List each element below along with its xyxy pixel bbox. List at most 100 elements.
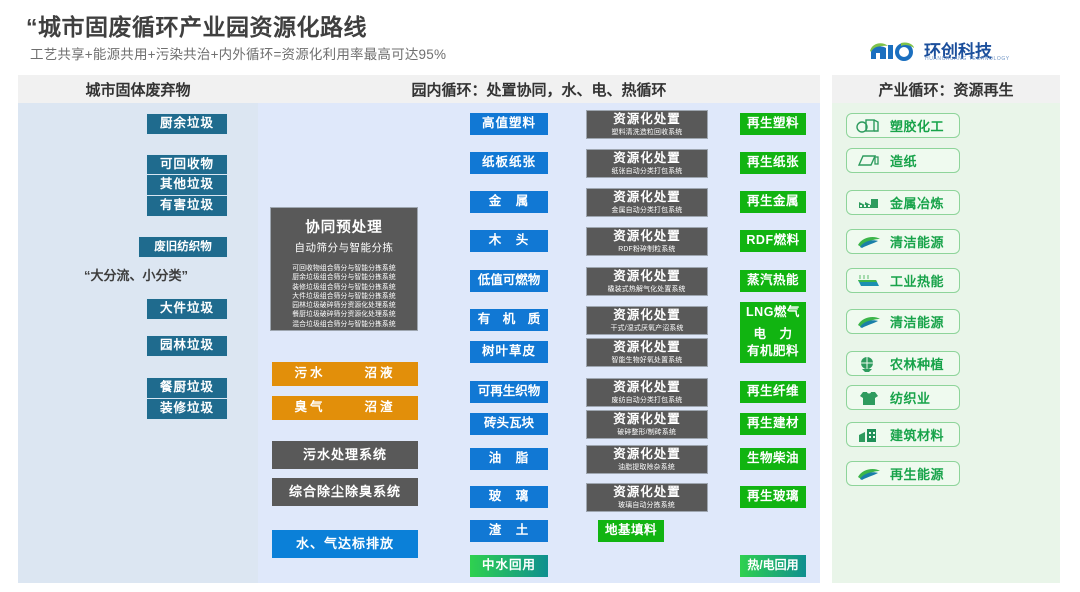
process-subtitle: 玻璃自动分拣系统	[618, 500, 676, 509]
panel-title-left: 城市固体废弃物	[18, 75, 258, 103]
process-subtitle: 废纺自动分类打包系统	[611, 395, 683, 404]
waste-input-3[interactable]: 有害垃圾	[146, 195, 228, 217]
industry-item-1[interactable]: 造纸	[846, 148, 960, 173]
company-logo: 环创科技 HUANCHUANG TECHNOLOGY	[868, 37, 1013, 67]
industry-item-0[interactable]: 塑胶化工	[846, 113, 960, 138]
panel-title-center: 园内循环：处置协同，水、电、热循环	[258, 75, 820, 103]
material-8[interactable]: 砖头瓦块	[470, 413, 548, 435]
product-0[interactable]: 再生塑料	[740, 113, 806, 135]
material-1[interactable]: 纸板纸张	[470, 152, 548, 174]
waste-input-5[interactable]: 大件垃圾	[146, 298, 228, 320]
process-6[interactable]: 资源化处置 智能生物好氧处置系统	[586, 338, 708, 367]
product-8[interactable]: 再生建材	[740, 413, 806, 435]
material-label: 有 机 质	[477, 312, 541, 327]
byproduct-biogas-residue[interactable]: 沼渣	[342, 396, 418, 420]
waste-input-label: 有害垃圾	[159, 198, 214, 213]
waste-input-label: 其他垃圾	[159, 177, 214, 192]
product-11[interactable]: 地基填料	[598, 520, 664, 542]
industry-item-9[interactable]: 再生能源	[846, 461, 960, 486]
material-7[interactable]: 可再生织物	[470, 381, 548, 403]
product-9[interactable]: 生物柴油	[740, 448, 806, 470]
industry-item-2[interactable]: 金属冶炼	[846, 190, 960, 215]
material-label: 砖头瓦块	[483, 416, 534, 431]
process-subtitle: 干式/湿式厌氧产沼系统	[610, 323, 684, 332]
industry-item-3[interactable]: 清洁能源	[846, 229, 960, 254]
clean-energy-icon	[858, 316, 880, 328]
byproduct-wastewater[interactable]: 污水	[272, 362, 348, 386]
process-4[interactable]: 资源化处置 橇装式热解气化处置系统	[586, 267, 708, 296]
material-0[interactable]: 高值塑料	[470, 113, 548, 135]
material-4[interactable]: 低值可燃物	[470, 270, 548, 292]
logo-company-name-en: HUANCHUANG TECHNOLOGY	[925, 56, 1010, 62]
process-7[interactable]: 资源化处置 废纺自动分类打包系统	[586, 378, 708, 407]
waste-input-label: 园林垃圾	[159, 338, 214, 353]
product-5b[interactable]: 电 力	[740, 324, 806, 346]
industry-item-5[interactable]: 清洁能源	[846, 309, 960, 334]
heat-power-reuse-box[interactable]: 热/电回用	[740, 555, 806, 577]
waste-input-8[interactable]: 装修垃圾	[146, 398, 228, 420]
process-0[interactable]: 资源化处置 塑料清洗造粒回收系统	[586, 110, 708, 139]
material-label: 低值可燃物	[477, 273, 541, 288]
process-title: 资源化处置	[613, 112, 681, 127]
product-7[interactable]: 再生纤维	[740, 381, 806, 403]
material-6[interactable]: 树叶草皮	[470, 341, 548, 363]
material-3[interactable]: 木 头	[470, 230, 548, 252]
byproduct-odor[interactable]: 臭气	[272, 396, 348, 420]
renewable-energy-icon	[858, 468, 880, 480]
product-4[interactable]: 蒸汽热能	[740, 270, 806, 292]
waste-input-4[interactable]: 废旧纺织物	[138, 236, 228, 258]
product-6[interactable]: 有机肥料	[740, 341, 806, 363]
utility-wastewater-system[interactable]: 污水处理系统	[272, 441, 418, 469]
industry-item-7[interactable]: 纺织业	[846, 385, 960, 410]
process-9[interactable]: 资源化处置 油脂提取除杂系统	[586, 445, 708, 474]
pretreatment-box[interactable]: 协同预处理 自动筛分与智能分拣 可回收物组合筛分与智能分拣系统 厨余垃圾组合筛分…	[270, 207, 418, 331]
byproduct-label: 沼液	[364, 366, 396, 381]
process-5[interactable]: 资源化处置 干式/湿式厌氧产沼系统	[586, 306, 708, 335]
industry-item-8[interactable]: 建筑材料	[846, 422, 960, 447]
product-3[interactable]: RDF燃料	[740, 230, 806, 252]
process-3[interactable]: 资源化处置 RDF粉碎制粒系统	[586, 227, 708, 256]
process-8[interactable]: 资源化处置 破碎整形/制砖系统	[586, 410, 708, 439]
material-2[interactable]: 金 属	[470, 191, 548, 213]
material-label: 纸板纸张	[481, 155, 536, 170]
process-10[interactable]: 资源化处置 玻璃自动分拣系统	[586, 483, 708, 512]
waste-input-0[interactable]: 厨余垃圾	[146, 113, 228, 135]
utility-dust-odor-system[interactable]: 综合除尘除臭系统	[272, 478, 418, 506]
product-1[interactable]: 再生纸张	[740, 152, 806, 174]
process-title: 资源化处置	[613, 485, 681, 500]
plastics-icon	[856, 118, 879, 133]
industry-label: 纺织业	[890, 391, 931, 406]
process-2[interactable]: 资源化处置 金属自动分类打包系统	[586, 188, 708, 217]
material-5[interactable]: 有 机 质	[470, 309, 548, 331]
building-icon	[859, 428, 876, 442]
process-1[interactable]: 资源化处置 纸张自动分类打包系统	[586, 149, 708, 178]
material-label: 可再生织物	[477, 384, 541, 399]
material-11[interactable]: 渣 土	[470, 520, 548, 542]
industry-item-6[interactable]: 农林种植	[846, 351, 960, 376]
product-label: 有机肥料	[746, 344, 799, 359]
product-2[interactable]: 再生金属	[740, 191, 806, 213]
waste-input-6[interactable]: 园林垃圾	[146, 335, 228, 357]
material-label: 金 属	[488, 194, 530, 209]
water-reuse-label: 中水回用	[481, 558, 536, 573]
material-label: 渣 土	[488, 523, 530, 538]
byproduct-biogas-slurry[interactable]: 沼液	[342, 362, 418, 386]
industry-label: 再生能源	[890, 467, 945, 482]
water-reuse-box[interactable]: 中水回用	[470, 555, 548, 577]
product-5[interactable]: LNG燃气	[740, 302, 806, 324]
agriculture-icon	[861, 356, 873, 372]
material-9[interactable]: 油 脂	[470, 448, 548, 470]
product-10[interactable]: 再生玻璃	[740, 486, 806, 508]
product-label: 生物柴油	[746, 451, 799, 466]
waste-input-7[interactable]: 餐厨垃圾	[146, 377, 228, 399]
waste-input-2[interactable]: 其他垃圾	[146, 174, 228, 196]
byproduct-label: 沼渣	[364, 400, 396, 415]
material-label: 高值塑料	[481, 116, 536, 131]
process-subtitle: 塑料清洗造粒回收系统	[611, 127, 683, 136]
material-10[interactable]: 玻 璃	[470, 486, 548, 508]
material-label: 木 头	[488, 233, 530, 248]
waste-input-label: 可回收物	[159, 157, 214, 172]
industry-item-4[interactable]: 工业热能	[846, 268, 960, 293]
emission-compliance-box[interactable]: 水、气达标排放	[272, 530, 418, 558]
waste-input-1[interactable]: 可回收物	[146, 154, 228, 176]
